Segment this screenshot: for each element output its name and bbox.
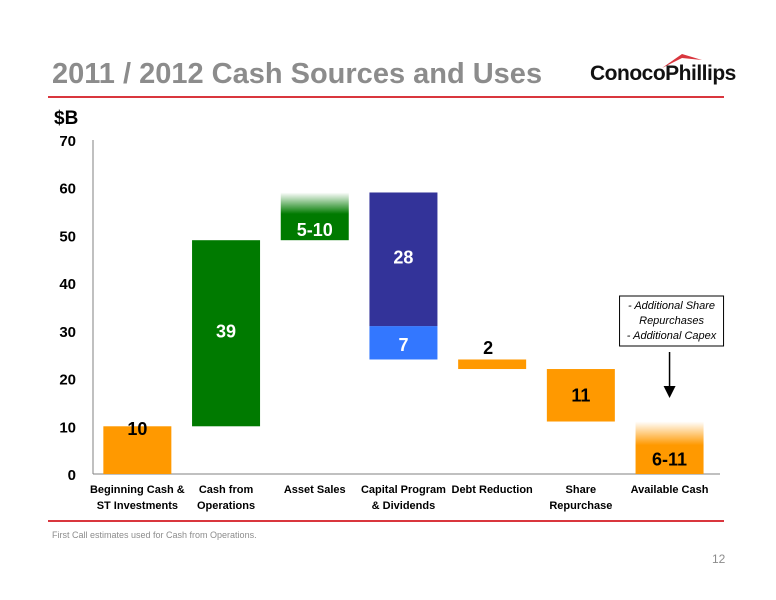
- y-tick-label: 20: [59, 372, 76, 389]
- conocophillips-logo: ConocoPhillips: [590, 54, 736, 96]
- data-label: 28: [393, 248, 413, 268]
- logo-swoosh-icon: [662, 54, 702, 68]
- y-tick-label: 60: [59, 181, 76, 198]
- x-tick-label: Debt Reduction: [452, 484, 534, 496]
- x-tick-label: Beginning Cash &: [90, 484, 185, 496]
- waterfall-chart: $B 0 10 20 30 40 50 60 70 10 39 5-10 28 7 2 11 6-11 Begi…: [54, 108, 725, 512]
- y-tick-label: 30: [59, 324, 76, 341]
- annotation-box: [619, 295, 725, 347]
- y-tick-label: 0: [68, 467, 76, 484]
- title-divider: [48, 96, 724, 98]
- data-label: 10: [127, 419, 147, 439]
- waterfall-bar: [369, 326, 438, 360]
- x-tick-label: ST Investments: [97, 500, 178, 512]
- annotation-text: - Additional Share: [628, 300, 715, 312]
- waterfall-bar: [280, 192, 349, 241]
- data-label: 39: [216, 322, 236, 342]
- waterfall-bar: [546, 369, 615, 422]
- y-axis-label: $B: [54, 108, 78, 129]
- data-label: 6-11: [652, 449, 687, 469]
- waterfall-bar: [369, 192, 438, 327]
- x-tick-label: Share: [566, 484, 597, 496]
- y-tick-label: 40: [59, 276, 76, 293]
- footnote: First Call estimates used for Cash from …: [52, 530, 257, 540]
- waterfall-bar: [192, 240, 261, 427]
- x-tick-label: Asset Sales: [284, 484, 346, 496]
- y-tick-label: 10: [59, 419, 76, 436]
- waterfall-bar: [635, 421, 704, 474]
- annotation-text: - Additional Capex: [627, 330, 717, 342]
- footer-divider: [48, 520, 724, 522]
- data-label: 7: [398, 335, 408, 355]
- x-tick-label: Available Cash: [631, 484, 709, 496]
- x-tick-label: Operations: [197, 500, 255, 512]
- data-label: 5-10: [297, 220, 333, 240]
- x-tick-label: & Dividends: [372, 500, 436, 512]
- x-tick-label: Cash from: [199, 484, 254, 496]
- waterfall-bar: [103, 426, 172, 474]
- page-number: 12: [712, 552, 726, 566]
- waterfall-bar: [458, 359, 527, 370]
- logo-wordmark: ConocoPhillips: [590, 62, 736, 85]
- page-title: 2011 / 2012 Cash Sources and Uses: [52, 58, 543, 90]
- y-tick-label: 50: [59, 228, 76, 245]
- y-tick-label: 70: [59, 133, 76, 150]
- data-label: 11: [571, 385, 590, 405]
- annotation-text: Repurchases: [639, 315, 704, 327]
- x-tick-label: Capital Program: [361, 484, 446, 496]
- data-label: 2: [483, 338, 493, 358]
- x-tick-label: Repurchase: [549, 500, 612, 512]
